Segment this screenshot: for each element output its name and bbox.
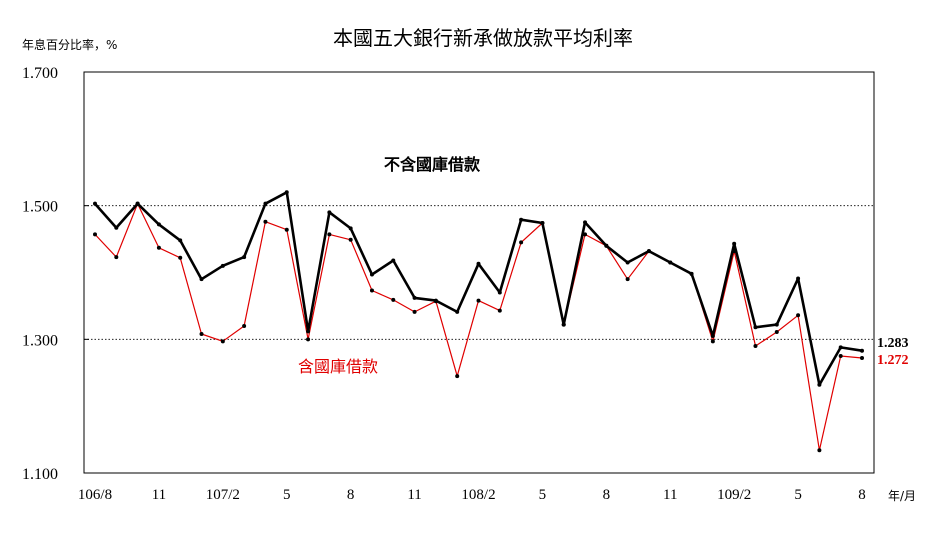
x-tick-labels: 106/8 11 107/2 5 8 11 108/2 5 8 11 109/2 5 8 (78, 487, 866, 503)
data-point (433, 298, 438, 303)
x-tick-label: 5 (283, 487, 291, 503)
x-tick-label: 5 (539, 487, 547, 503)
data-point (348, 237, 353, 242)
y-tick-label: 1.700 (22, 65, 58, 82)
series-label-excluding-treasury: 不含國庫借款 (384, 155, 481, 174)
data-point (391, 258, 396, 263)
series-label-including-treasury: 含國庫借款 (298, 357, 378, 376)
data-point (519, 240, 524, 245)
data-point (668, 260, 673, 265)
gridlines (84, 205, 874, 340)
x-tick-label: 11 (152, 487, 166, 503)
data-point (753, 325, 758, 330)
data-point (284, 190, 289, 195)
x-tick-label: 109/2 (717, 487, 751, 503)
data-point (476, 298, 481, 303)
y-tick-labels: 1.700 1.500 1.300 1.100 (22, 65, 89, 483)
data-point (220, 263, 225, 268)
data-point (497, 308, 502, 313)
data-point (199, 277, 204, 282)
data-point (93, 201, 97, 206)
data-point (156, 245, 161, 250)
data-point (796, 276, 801, 281)
data-point (135, 201, 140, 206)
data-point (114, 225, 119, 230)
series-group (93, 190, 864, 453)
data-point (178, 255, 183, 260)
data-point (476, 261, 481, 266)
data-point (348, 226, 353, 231)
data-point (838, 354, 843, 359)
end-value-including-treasury: 1.272 (877, 353, 909, 368)
data-point (306, 329, 311, 334)
data-point (220, 339, 225, 344)
data-point (625, 277, 630, 282)
data-point (774, 322, 779, 327)
data-point (583, 220, 588, 225)
data-point (369, 272, 374, 277)
data-point (710, 333, 715, 338)
data-point (561, 322, 566, 327)
data-point (284, 227, 289, 232)
series-line-excluding-treasury (94, 191, 863, 387)
data-point (689, 271, 694, 276)
chart-title: 本國五大銀行新承做放款平均利率 (333, 26, 633, 50)
data-point (455, 309, 460, 314)
data-point (817, 382, 822, 387)
data-point (391, 297, 396, 302)
y-axis-label: 年息百分比率，% (22, 37, 117, 52)
data-point (242, 323, 247, 328)
data-point (497, 290, 502, 295)
data-point (263, 219, 268, 224)
data-point (796, 313, 801, 318)
data-point (710, 339, 715, 344)
x-tick-label: 107/2 (206, 487, 240, 503)
x-tick-label: 8 (347, 487, 355, 503)
x-tick-label: 11 (663, 487, 677, 503)
x-tick-label: 8 (603, 487, 611, 503)
data-point (817, 448, 822, 453)
data-point (199, 331, 204, 336)
plot-frame (83, 71, 875, 474)
x-tick-label: 108/2 (461, 487, 495, 503)
data-point (327, 232, 332, 237)
end-value-excluding-treasury: 1.283 (877, 336, 909, 351)
y-tick-label: 1.300 (22, 332, 58, 349)
data-point (263, 201, 268, 206)
data-point (156, 222, 161, 227)
x-tick-label: 8 (858, 487, 866, 503)
y-tick-label: 1.500 (22, 199, 58, 216)
data-point (860, 348, 864, 353)
data-point (93, 232, 97, 237)
data-point (369, 288, 374, 293)
data-point (519, 217, 524, 222)
series-line-including-treasury (94, 203, 863, 451)
data-point (625, 260, 630, 265)
data-point (774, 329, 779, 334)
x-tick-label: 106/8 (78, 487, 112, 503)
data-point (412, 309, 417, 314)
x-tick-label: 5 (794, 487, 802, 503)
data-point (455, 374, 460, 379)
data-point (412, 295, 417, 300)
data-point (540, 221, 545, 226)
plot-area (83, 71, 875, 474)
x-axis-label: 年/月 (888, 489, 916, 503)
data-point (860, 356, 864, 361)
data-point (178, 238, 183, 243)
data-point (646, 249, 651, 254)
data-point (114, 255, 119, 260)
data-point (242, 255, 247, 260)
y-tick-label: 1.100 (22, 466, 58, 483)
data-point (604, 243, 609, 248)
data-point (753, 344, 758, 349)
data-point (306, 337, 311, 342)
x-tick-label: 11 (407, 487, 421, 503)
data-point (327, 210, 332, 215)
data-point (732, 241, 737, 246)
data-point (838, 345, 843, 350)
